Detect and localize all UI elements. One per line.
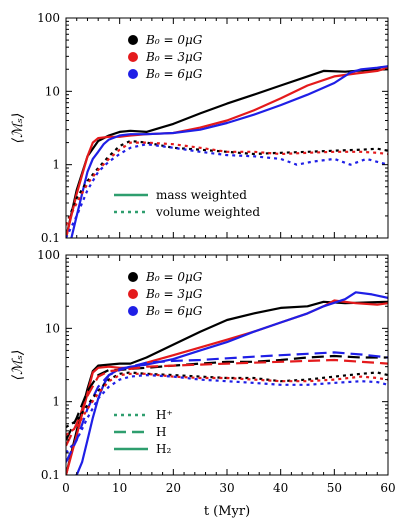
legend-label: B₀ = 0μG [145, 270, 203, 284]
y-tick-label: 1 [52, 158, 60, 172]
series-line-dotted-6 [66, 143, 388, 238]
x-axis-label: t (Myr) [204, 504, 250, 519]
y-axis-label: ⟨ℳₛ⟩ [10, 350, 26, 381]
x-tick-label: 40 [273, 481, 288, 495]
y-tick-label: 100 [37, 11, 60, 25]
series-group [66, 291, 388, 475]
series-line-solid-1 [66, 68, 388, 238]
legend-label: volume weighted [155, 205, 260, 219]
legend-label: H₂ [156, 442, 171, 456]
series-line-dotted-8 [66, 372, 388, 436]
legend-label: B₀ = 6μG [145, 304, 203, 318]
legend-label: B₀ = 3μG [145, 50, 203, 64]
series-line-dotted-4 [66, 139, 388, 226]
marker-legend: B₀ = 0μG B₀ = 3μG B₀ = 6μG [128, 270, 203, 318]
y-tick-label: 1 [52, 395, 60, 409]
panel-1: 0.1 1 10 100 ⟨ℳₛ⟩ B₀ = 0μG B₀ = 3μG B₀ = 6μG mas… [10, 11, 389, 245]
legend-label: B₀ = 0μG [145, 33, 203, 47]
style-legend: H⁺ H H₂ [114, 408, 173, 456]
series-line-dashed-6 [66, 351, 388, 463]
series-line-dashed-4 [66, 354, 388, 441]
legend-label: B₀ = 3μG [145, 287, 203, 301]
x-tick-label: 10 [112, 481, 127, 495]
legend-marker [128, 52, 138, 62]
legend-label: H [156, 425, 166, 439]
x-tick-label: 60 [380, 481, 395, 495]
y-axis-label: ⟨ℳₛ⟩ [10, 113, 26, 144]
legend-marker [128, 272, 138, 282]
marker-legend: B₀ = 0μG B₀ = 3μG B₀ = 6μG [128, 33, 203, 81]
y-tick-label: 0.1 [41, 231, 60, 245]
legend-marker [128, 289, 138, 299]
style-legend: mass weighted volume weighted [114, 188, 260, 219]
series-line-dotted-5 [66, 141, 388, 226]
x-tick-label: 30 [219, 481, 234, 495]
x-tick-label: 20 [166, 481, 181, 495]
y-tick-label: 100 [37, 248, 60, 262]
series-line-solid-2 [66, 299, 388, 475]
y-tick-label: 0.1 [41, 468, 60, 482]
legend-label: B₀ = 6μG [145, 67, 203, 81]
x-tick-label: 0 [62, 481, 70, 495]
y-tick-label: 10 [45, 84, 60, 98]
legend-marker [128, 35, 138, 45]
legend-label: mass weighted [156, 188, 247, 202]
legend-marker [128, 306, 138, 316]
y-tick-label: 10 [45, 321, 60, 335]
series-line-solid-3 [69, 65, 388, 238]
series-line-dotted-7 [66, 371, 388, 429]
legend-marker [128, 69, 138, 79]
series-group [66, 65, 388, 238]
x-tick-label: 50 [327, 481, 342, 495]
panel-2: 0 10 20 30 40 50 60 0.1 1 10 100 ⟨ℳₛ⟩ t (Myr) B₀ = 0μ… [10, 248, 396, 519]
legend-label: H⁺ [156, 408, 173, 422]
series-line-dashed-5 [66, 358, 388, 447]
